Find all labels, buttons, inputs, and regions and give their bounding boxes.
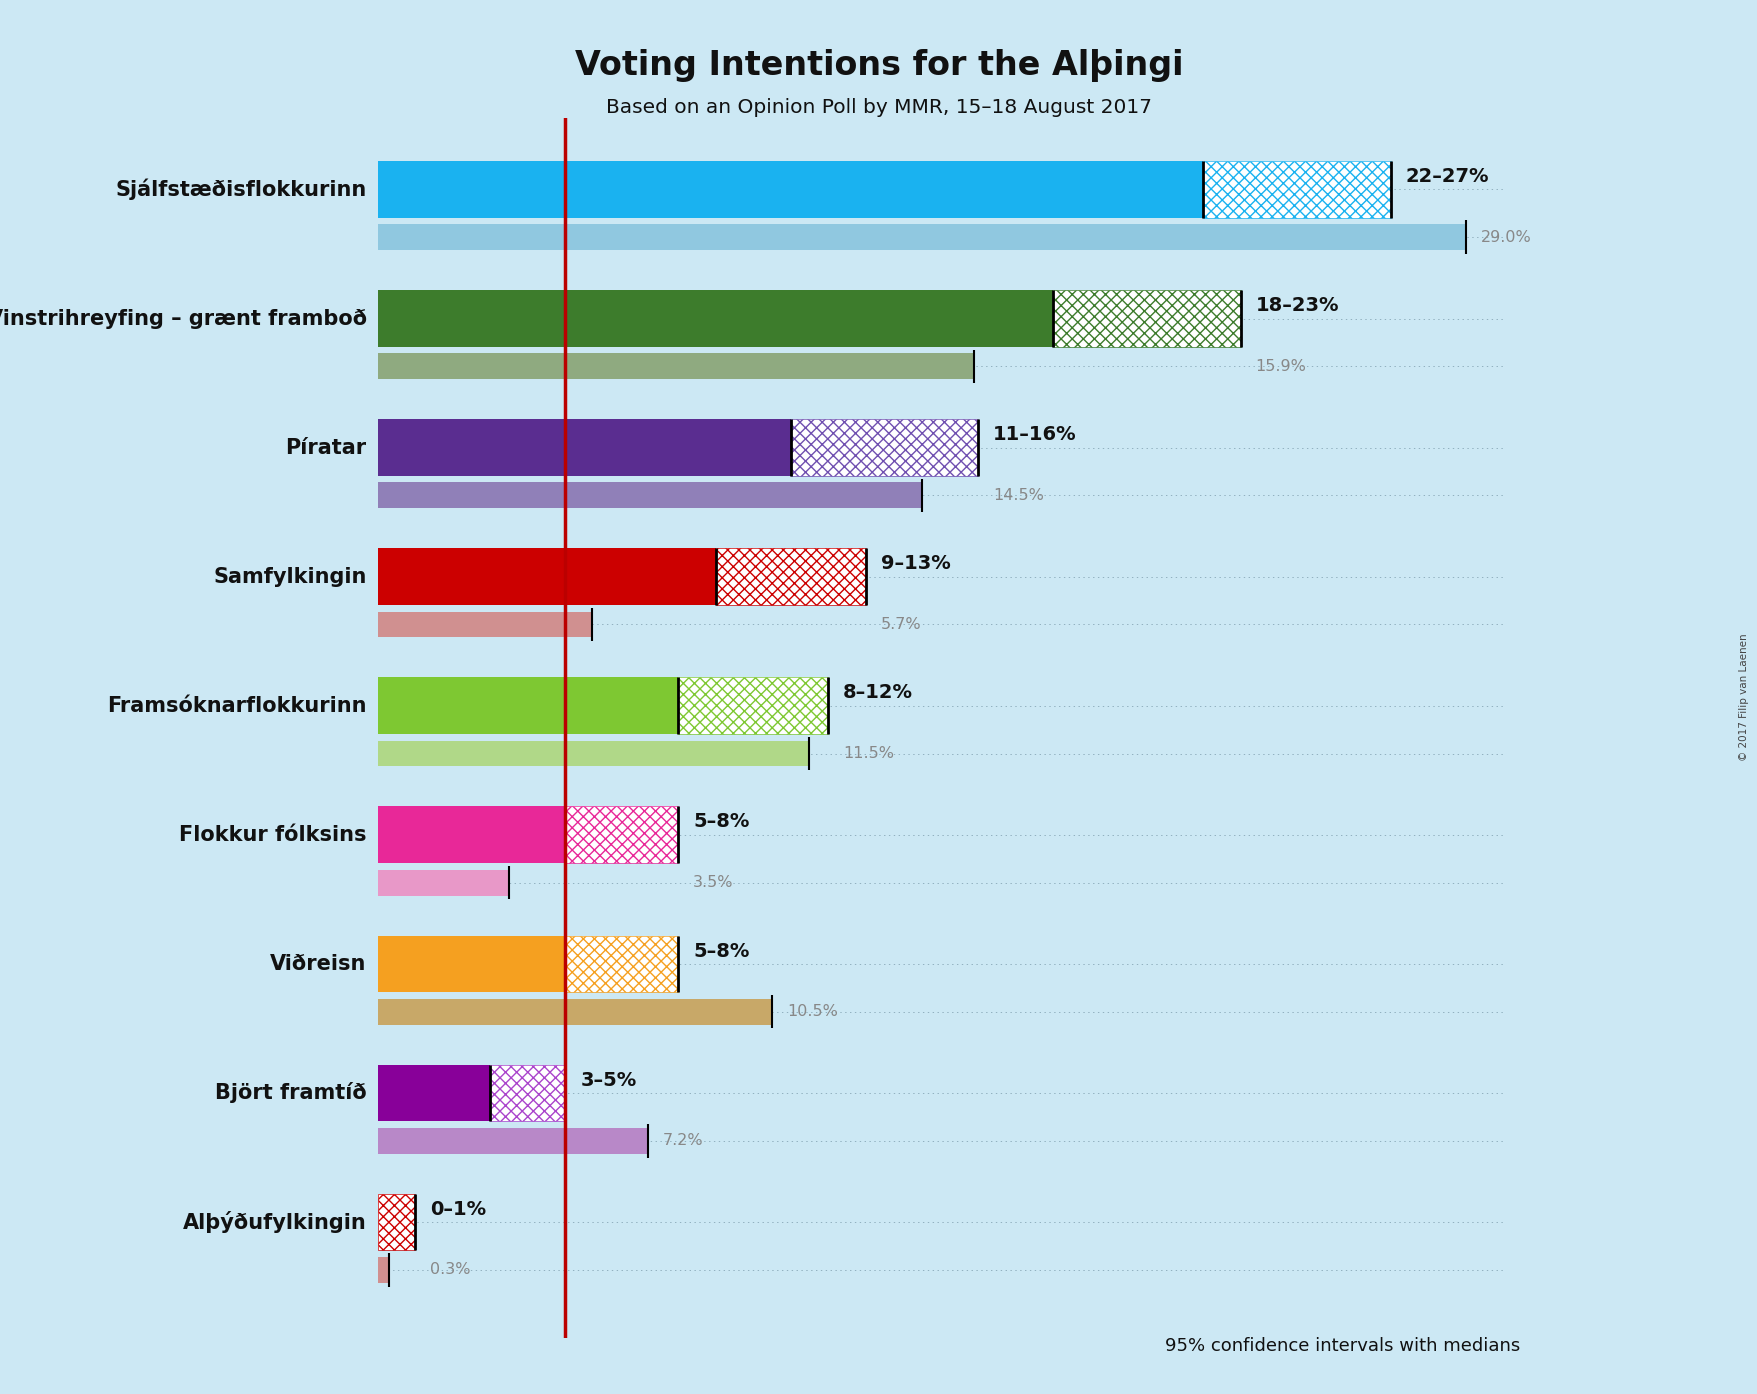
- Bar: [678, 677, 828, 735]
- Bar: [1202, 162, 1390, 217]
- Text: Samfylkingin: Samfylkingin: [213, 567, 367, 587]
- Bar: [378, 612, 592, 637]
- Bar: [678, 677, 828, 735]
- Bar: [378, 1257, 388, 1282]
- Bar: [378, 420, 791, 475]
- Bar: [566, 935, 678, 993]
- Text: 5–8%: 5–8%: [692, 941, 748, 960]
- Text: 9–13%: 9–13%: [880, 555, 951, 573]
- Text: Björt framtíð: Björt framtíð: [214, 1083, 367, 1104]
- Bar: [378, 1065, 490, 1121]
- Bar: [378, 354, 973, 379]
- Text: 14.5%: 14.5%: [993, 488, 1044, 503]
- Text: 18–23%: 18–23%: [1254, 296, 1339, 315]
- Text: Alþýðufylkingin: Alþýðufylkingin: [183, 1211, 367, 1234]
- Text: 3–5%: 3–5%: [580, 1071, 636, 1090]
- Text: 15.9%: 15.9%: [1254, 358, 1305, 374]
- Bar: [715, 548, 864, 605]
- Bar: [566, 935, 678, 993]
- Text: Voting Intentions for the Alþingi: Voting Intentions for the Alþingi: [575, 49, 1182, 82]
- Text: 29.0%: 29.0%: [1479, 230, 1530, 245]
- Bar: [1052, 290, 1240, 347]
- Bar: [378, 935, 566, 993]
- Text: Based on an Opinion Poll by MMR, 15–18 August 2017: Based on an Opinion Poll by MMR, 15–18 A…: [606, 98, 1151, 117]
- Text: Framsóknarflokkurinn: Framsóknarflokkurinn: [107, 696, 367, 715]
- Text: Vinstrihreyfing – grænt framboð: Vinstrihreyfing – grænt framboð: [0, 308, 367, 329]
- Text: 0–1%: 0–1%: [430, 1200, 487, 1218]
- Text: 22–27%: 22–27%: [1406, 167, 1488, 185]
- Text: Flokkur fólksins: Flokkur fólksins: [179, 825, 367, 845]
- Bar: [378, 548, 715, 605]
- Bar: [378, 162, 1202, 217]
- Text: 11–16%: 11–16%: [993, 425, 1075, 445]
- Bar: [566, 807, 678, 863]
- Bar: [490, 1065, 566, 1121]
- Bar: [791, 420, 977, 475]
- Bar: [378, 1193, 415, 1250]
- Bar: [1052, 290, 1240, 347]
- Text: 8–12%: 8–12%: [843, 683, 912, 703]
- Text: 3.5%: 3.5%: [692, 875, 733, 891]
- Text: 5–8%: 5–8%: [692, 813, 748, 831]
- Bar: [378, 807, 566, 863]
- Bar: [378, 1128, 648, 1154]
- Bar: [378, 482, 921, 509]
- Text: Sjálfstæðisflokkurinn: Sjálfstæðisflokkurinn: [116, 178, 367, 201]
- Text: Viðreisn: Viðreisn: [271, 953, 367, 974]
- Bar: [791, 420, 977, 475]
- Text: 0.3%: 0.3%: [430, 1263, 471, 1277]
- Text: Píratar: Píratar: [285, 438, 367, 457]
- Bar: [378, 870, 510, 895]
- Bar: [715, 548, 864, 605]
- Text: © 2017 Filip van Laenen: © 2017 Filip van Laenen: [1738, 633, 1748, 761]
- Text: 5.7%: 5.7%: [880, 618, 921, 631]
- Bar: [490, 1065, 566, 1121]
- Text: 11.5%: 11.5%: [843, 746, 894, 761]
- Bar: [378, 677, 678, 735]
- Bar: [378, 998, 771, 1025]
- Text: 7.2%: 7.2%: [662, 1133, 703, 1149]
- Bar: [378, 290, 1052, 347]
- Bar: [378, 740, 808, 767]
- Text: 10.5%: 10.5%: [787, 1004, 836, 1019]
- Bar: [378, 1193, 415, 1250]
- Bar: [378, 224, 1465, 250]
- Text: 95% confidence intervals with medians: 95% confidence intervals with medians: [1165, 1337, 1520, 1355]
- Bar: [1202, 162, 1390, 217]
- Bar: [566, 807, 678, 863]
